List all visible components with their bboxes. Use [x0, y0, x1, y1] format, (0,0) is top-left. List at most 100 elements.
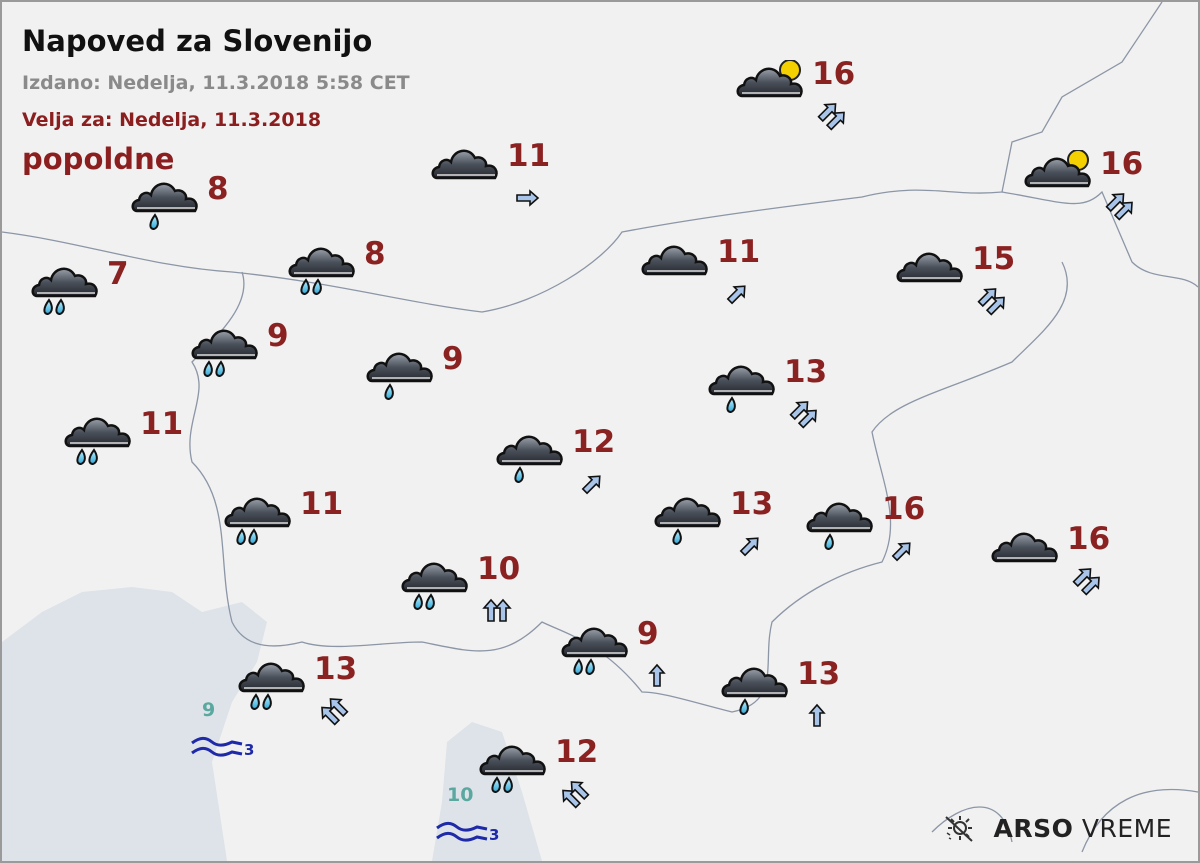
rain-icon	[64, 417, 131, 466]
wind-indicator	[782, 394, 826, 438]
rain-icon	[479, 745, 546, 794]
logo-text: ARSO VREME	[994, 814, 1172, 843]
wind-arrow	[494, 598, 512, 622]
wind-indicator	[553, 774, 597, 818]
temperature: 16	[882, 491, 926, 527]
wind-indicator	[505, 178, 549, 222]
temperature: 12	[555, 734, 599, 770]
cloudy-icon	[641, 245, 708, 276]
wind-indicator	[795, 696, 839, 740]
wind-arrow	[329, 698, 349, 718]
logo-light: VREME	[1081, 813, 1172, 843]
rain-light-icon	[806, 502, 873, 551]
wind-arrow	[1105, 193, 1125, 213]
rain-light-icon	[366, 352, 433, 401]
sea-area	[2, 587, 267, 861]
waves-icon	[436, 821, 488, 842]
wind-ne-icon	[739, 537, 759, 557]
wind-ne-icon	[891, 542, 911, 562]
wind-indicator	[1098, 186, 1142, 230]
wind-arrow	[321, 706, 341, 726]
rain-icon	[401, 562, 468, 611]
sun-logo-icon	[944, 816, 973, 842]
wind-arrow	[977, 288, 997, 308]
wind-arrow	[648, 663, 666, 687]
wind-indicator	[880, 531, 924, 575]
issued-timestamp: Izdano: Nedelja, 11.3.2018 5:58 CET	[22, 72, 410, 94]
rain-light-icon	[654, 497, 721, 546]
rain-light-icon	[496, 435, 563, 484]
temperature: 8	[364, 236, 386, 272]
wind-ne-icon	[726, 285, 746, 305]
temperature: 13	[314, 651, 358, 687]
wind-arrow	[516, 189, 540, 207]
wind-arrow	[562, 789, 582, 809]
temperature: 7	[107, 256, 129, 292]
wind-indicator	[715, 274, 759, 318]
sea-temperature: 10	[447, 784, 474, 806]
wind-ne-icon	[1072, 568, 1100, 596]
temperature: 8	[207, 171, 229, 207]
temperature: 16	[812, 56, 856, 92]
temperature: 13	[797, 656, 841, 692]
rain-icon	[31, 267, 98, 316]
wind-arrow	[825, 111, 845, 131]
wind-n-icon	[648, 663, 666, 687]
wind-arrow	[817, 103, 837, 123]
cloudy-icon	[991, 532, 1058, 563]
temperature: 9	[267, 318, 289, 354]
wind-nw-icon	[321, 698, 349, 726]
forecast-period: popoldne	[22, 142, 175, 176]
rain-icon	[288, 247, 355, 296]
wind-arrow	[581, 475, 601, 495]
wind-e-icon	[516, 189, 540, 207]
waves-icon	[191, 736, 243, 757]
wind-arrow	[985, 296, 1005, 316]
wind-indicator	[312, 691, 356, 735]
logo-bold: ARSO	[993, 813, 1074, 843]
page-title: Napoved za Slovenijo	[22, 24, 373, 58]
wind-arrow	[739, 537, 759, 557]
wind-ne-icon	[817, 103, 845, 131]
arso-logo: ARSO VREME	[942, 813, 1172, 843]
temperature: 10	[477, 551, 521, 587]
temperature: 11	[140, 406, 184, 442]
partly-cloudy-icon	[736, 60, 803, 98]
wind-arrow	[1072, 568, 1092, 588]
wind-arrow	[1080, 576, 1100, 596]
wind-indicator	[728, 526, 772, 570]
wind-ne-icon	[581, 475, 601, 495]
sea-temperature: 9	[202, 699, 216, 721]
wind-arrow	[891, 542, 911, 562]
rain-icon	[561, 627, 628, 676]
temperature: 15	[972, 241, 1016, 277]
partly-cloudy-icon	[1024, 150, 1091, 188]
wave-height: 3	[489, 826, 500, 844]
temperature: 11	[300, 486, 344, 522]
wind-n-icon	[482, 598, 512, 622]
wind-ne-icon	[1105, 193, 1133, 221]
wind-arrow	[570, 781, 590, 801]
wind-indicator	[635, 656, 679, 700]
temperature: 11	[507, 138, 551, 174]
temperature: 16	[1100, 146, 1144, 182]
temperature: 9	[637, 616, 659, 652]
wind-arrow	[482, 598, 500, 622]
temperature: 11	[717, 234, 761, 270]
sea-area	[432, 722, 542, 861]
wind-arrow	[789, 401, 809, 421]
wind-n-icon	[808, 703, 826, 727]
temperature: 9	[442, 341, 464, 377]
valid-for-date: Velja za: Nedelja, 11.3.2018	[22, 109, 322, 131]
rain-light-icon	[708, 365, 775, 414]
wind-indicator	[970, 281, 1014, 325]
wind-indicator	[810, 96, 854, 140]
wind-indicator	[475, 591, 519, 635]
rain-icon	[224, 497, 291, 546]
temperature: 13	[730, 486, 774, 522]
wind-arrow	[1113, 201, 1133, 221]
wave-height: 3	[244, 741, 255, 759]
wind-indicator	[1065, 561, 1109, 605]
rain-light-icon	[131, 182, 198, 231]
wind-ne-icon	[789, 401, 817, 429]
